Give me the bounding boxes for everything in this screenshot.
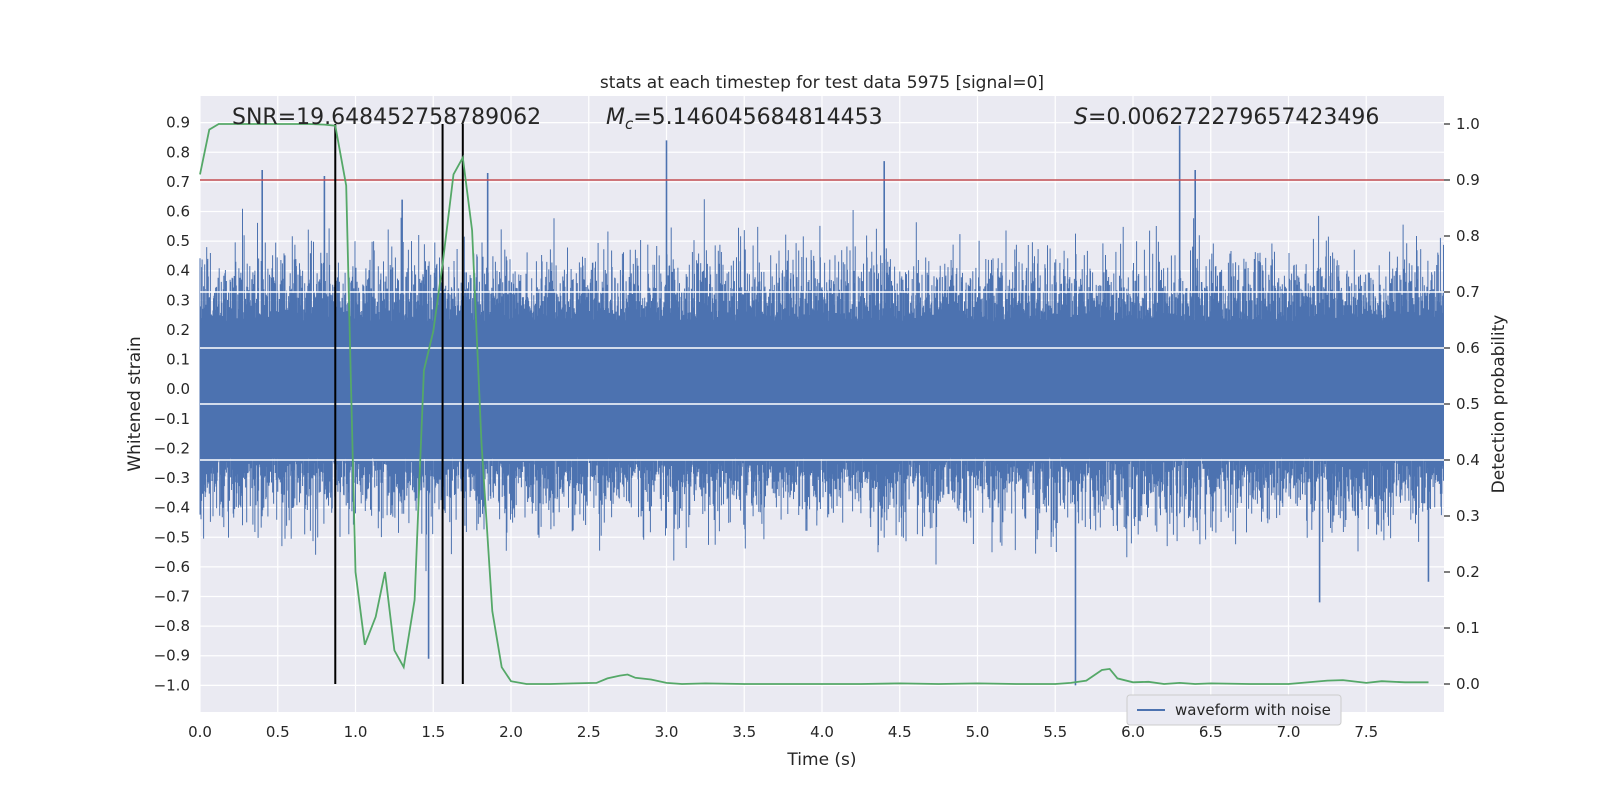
x-tick-label: 7.0	[1277, 723, 1301, 741]
y-tick-label: −0.3	[154, 469, 190, 487]
x-tick-label: 4.0	[810, 723, 834, 741]
y-tick-label: 0.8	[166, 143, 190, 161]
y-tick-label: −1.0	[154, 676, 190, 694]
x-tick-label: 4.5	[888, 723, 912, 741]
legend-entry: waveform with noise	[1175, 701, 1331, 719]
vertical-markers	[334, 124, 464, 684]
y-right-tick-label: 0.9	[1456, 171, 1480, 189]
x-tick-label: 0.5	[266, 723, 290, 741]
chirp-mass-symbol: M	[606, 105, 625, 130]
y-tick-label: −0.7	[154, 588, 190, 606]
y-tick-label: 0.2	[166, 321, 190, 339]
x-tick-label: 5.0	[966, 723, 990, 741]
x-tick-label: 3.5	[732, 723, 756, 741]
y-right-tick-label: 0.6	[1456, 339, 1480, 357]
y-right-tick-label: 0.1	[1456, 619, 1480, 637]
x-tick-label: 1.5	[421, 723, 445, 741]
y-right-tick-label: 0.7	[1456, 283, 1480, 301]
x-ticks: 0.0 0.5 1.0 1.5 2.0 2.5 3.0 3.5 4.0 4.5 5.0 5.5 6.0 6…	[188, 723, 1378, 741]
s-symbol: S	[1074, 105, 1088, 130]
x-tick-label: 6.5	[1199, 723, 1223, 741]
y-right-tick-label: 0.5	[1456, 395, 1480, 413]
x-axis-label: Time (s)	[786, 750, 856, 770]
y-right-tick-label: 1.0	[1456, 115, 1480, 133]
chirp-mass-subscript: c	[625, 115, 634, 133]
y-right-tick-label: 0.4	[1456, 451, 1480, 469]
y-tick-label: 0.3	[166, 291, 190, 309]
y-tick-label: 0.1	[166, 351, 190, 369]
y-tick-label: 0.0	[166, 380, 190, 398]
y-tick-label: −0.8	[154, 617, 190, 635]
x-tick-label: 6.0	[1121, 723, 1145, 741]
y-tick-label: −0.2	[154, 439, 190, 457]
x-tick-label: 1.0	[344, 723, 368, 741]
chirp-mass-annotation: Mc=5.146045684814453	[606, 105, 883, 133]
y-axis-label: Whitened strain	[125, 336, 145, 471]
x-tick-label: 7.5	[1354, 723, 1378, 741]
x-tick-label: 3.0	[655, 723, 679, 741]
y-right-tick-label: 0.3	[1456, 507, 1480, 525]
y-tick-label: −0.6	[154, 558, 190, 576]
x-tick-label: 2.5	[577, 723, 601, 741]
y-right-tick-label: 0.0	[1456, 675, 1480, 693]
right-y-ticks: 1.0 0.9 0.8 0.7 0.6 0.5 0.4 0.3 0.2 0.1 0.0	[1444, 115, 1480, 693]
y-tick-label: −0.9	[154, 647, 190, 665]
waveform-series	[199, 125, 1444, 686]
chart-title: stats at each timestep for test data 597…	[600, 73, 1044, 93]
y-right-tick-label: 0.8	[1456, 227, 1480, 245]
s-value: =0.006272279657423496	[1088, 105, 1379, 130]
y-tick-label: 0.9	[166, 114, 190, 132]
y-tick-label: 0.5	[166, 232, 190, 250]
x-tick-label: 0.0	[188, 723, 212, 741]
legend: waveform with noise	[1126, 694, 1342, 726]
y-axis-right-label: Detection probability	[1489, 315, 1509, 494]
chirp-mass-value: =5.146045684814453	[633, 105, 882, 130]
y-tick-label: 0.6	[166, 203, 190, 221]
legend-box	[1126, 694, 1342, 726]
y-tick-label: −0.1	[154, 410, 190, 428]
detection-probability-line	[199, 123, 1429, 685]
x-tick-label: 2.0	[499, 723, 523, 741]
y-tick-label: 0.7	[166, 173, 190, 191]
y-tick-label: 0.4	[166, 262, 190, 280]
left-y-ticks: 0.9 0.8 0.7 0.6 0.5 0.4 0.3 0.2 0.1 0.0 −0.1 −0.2 −0…	[154, 114, 190, 695]
y-right-tick-label: 0.2	[1456, 563, 1480, 581]
s-annotation: S=0.006272279657423496	[1074, 105, 1379, 130]
grid-overlay-bands	[200, 291, 1444, 461]
snr-annotation: SNR=19.648452758789062	[232, 105, 541, 130]
y-tick-label: −0.5	[154, 528, 190, 546]
x-tick-label: 5.5	[1043, 723, 1067, 741]
y-tick-label: −0.4	[154, 499, 190, 517]
waveform-noise	[199, 199, 1444, 572]
